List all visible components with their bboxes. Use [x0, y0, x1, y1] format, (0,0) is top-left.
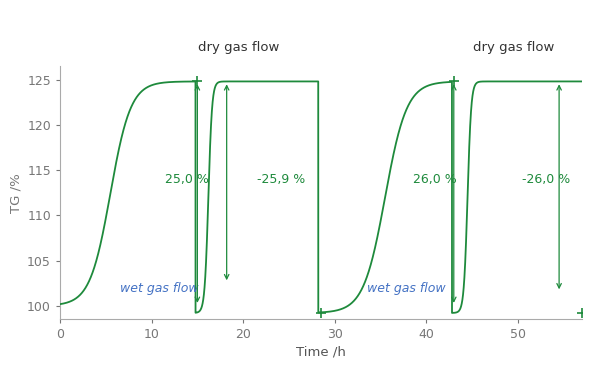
Text: -26,0 %: -26,0 %: [523, 172, 571, 186]
Text: 26,0 %: 26,0 %: [413, 172, 457, 186]
Text: dry gas flow: dry gas flow: [473, 41, 554, 54]
Text: 25,0 %: 25,0 %: [166, 172, 209, 186]
Y-axis label: TG /%: TG /%: [10, 173, 23, 212]
Text: wet gas flow: wet gas flow: [367, 282, 445, 295]
X-axis label: Time /h: Time /h: [296, 345, 346, 359]
Text: dry gas flow: dry gas flow: [198, 41, 279, 54]
Text: wet gas flow: wet gas flow: [119, 282, 198, 295]
Text: -25,9 %: -25,9 %: [257, 172, 305, 186]
